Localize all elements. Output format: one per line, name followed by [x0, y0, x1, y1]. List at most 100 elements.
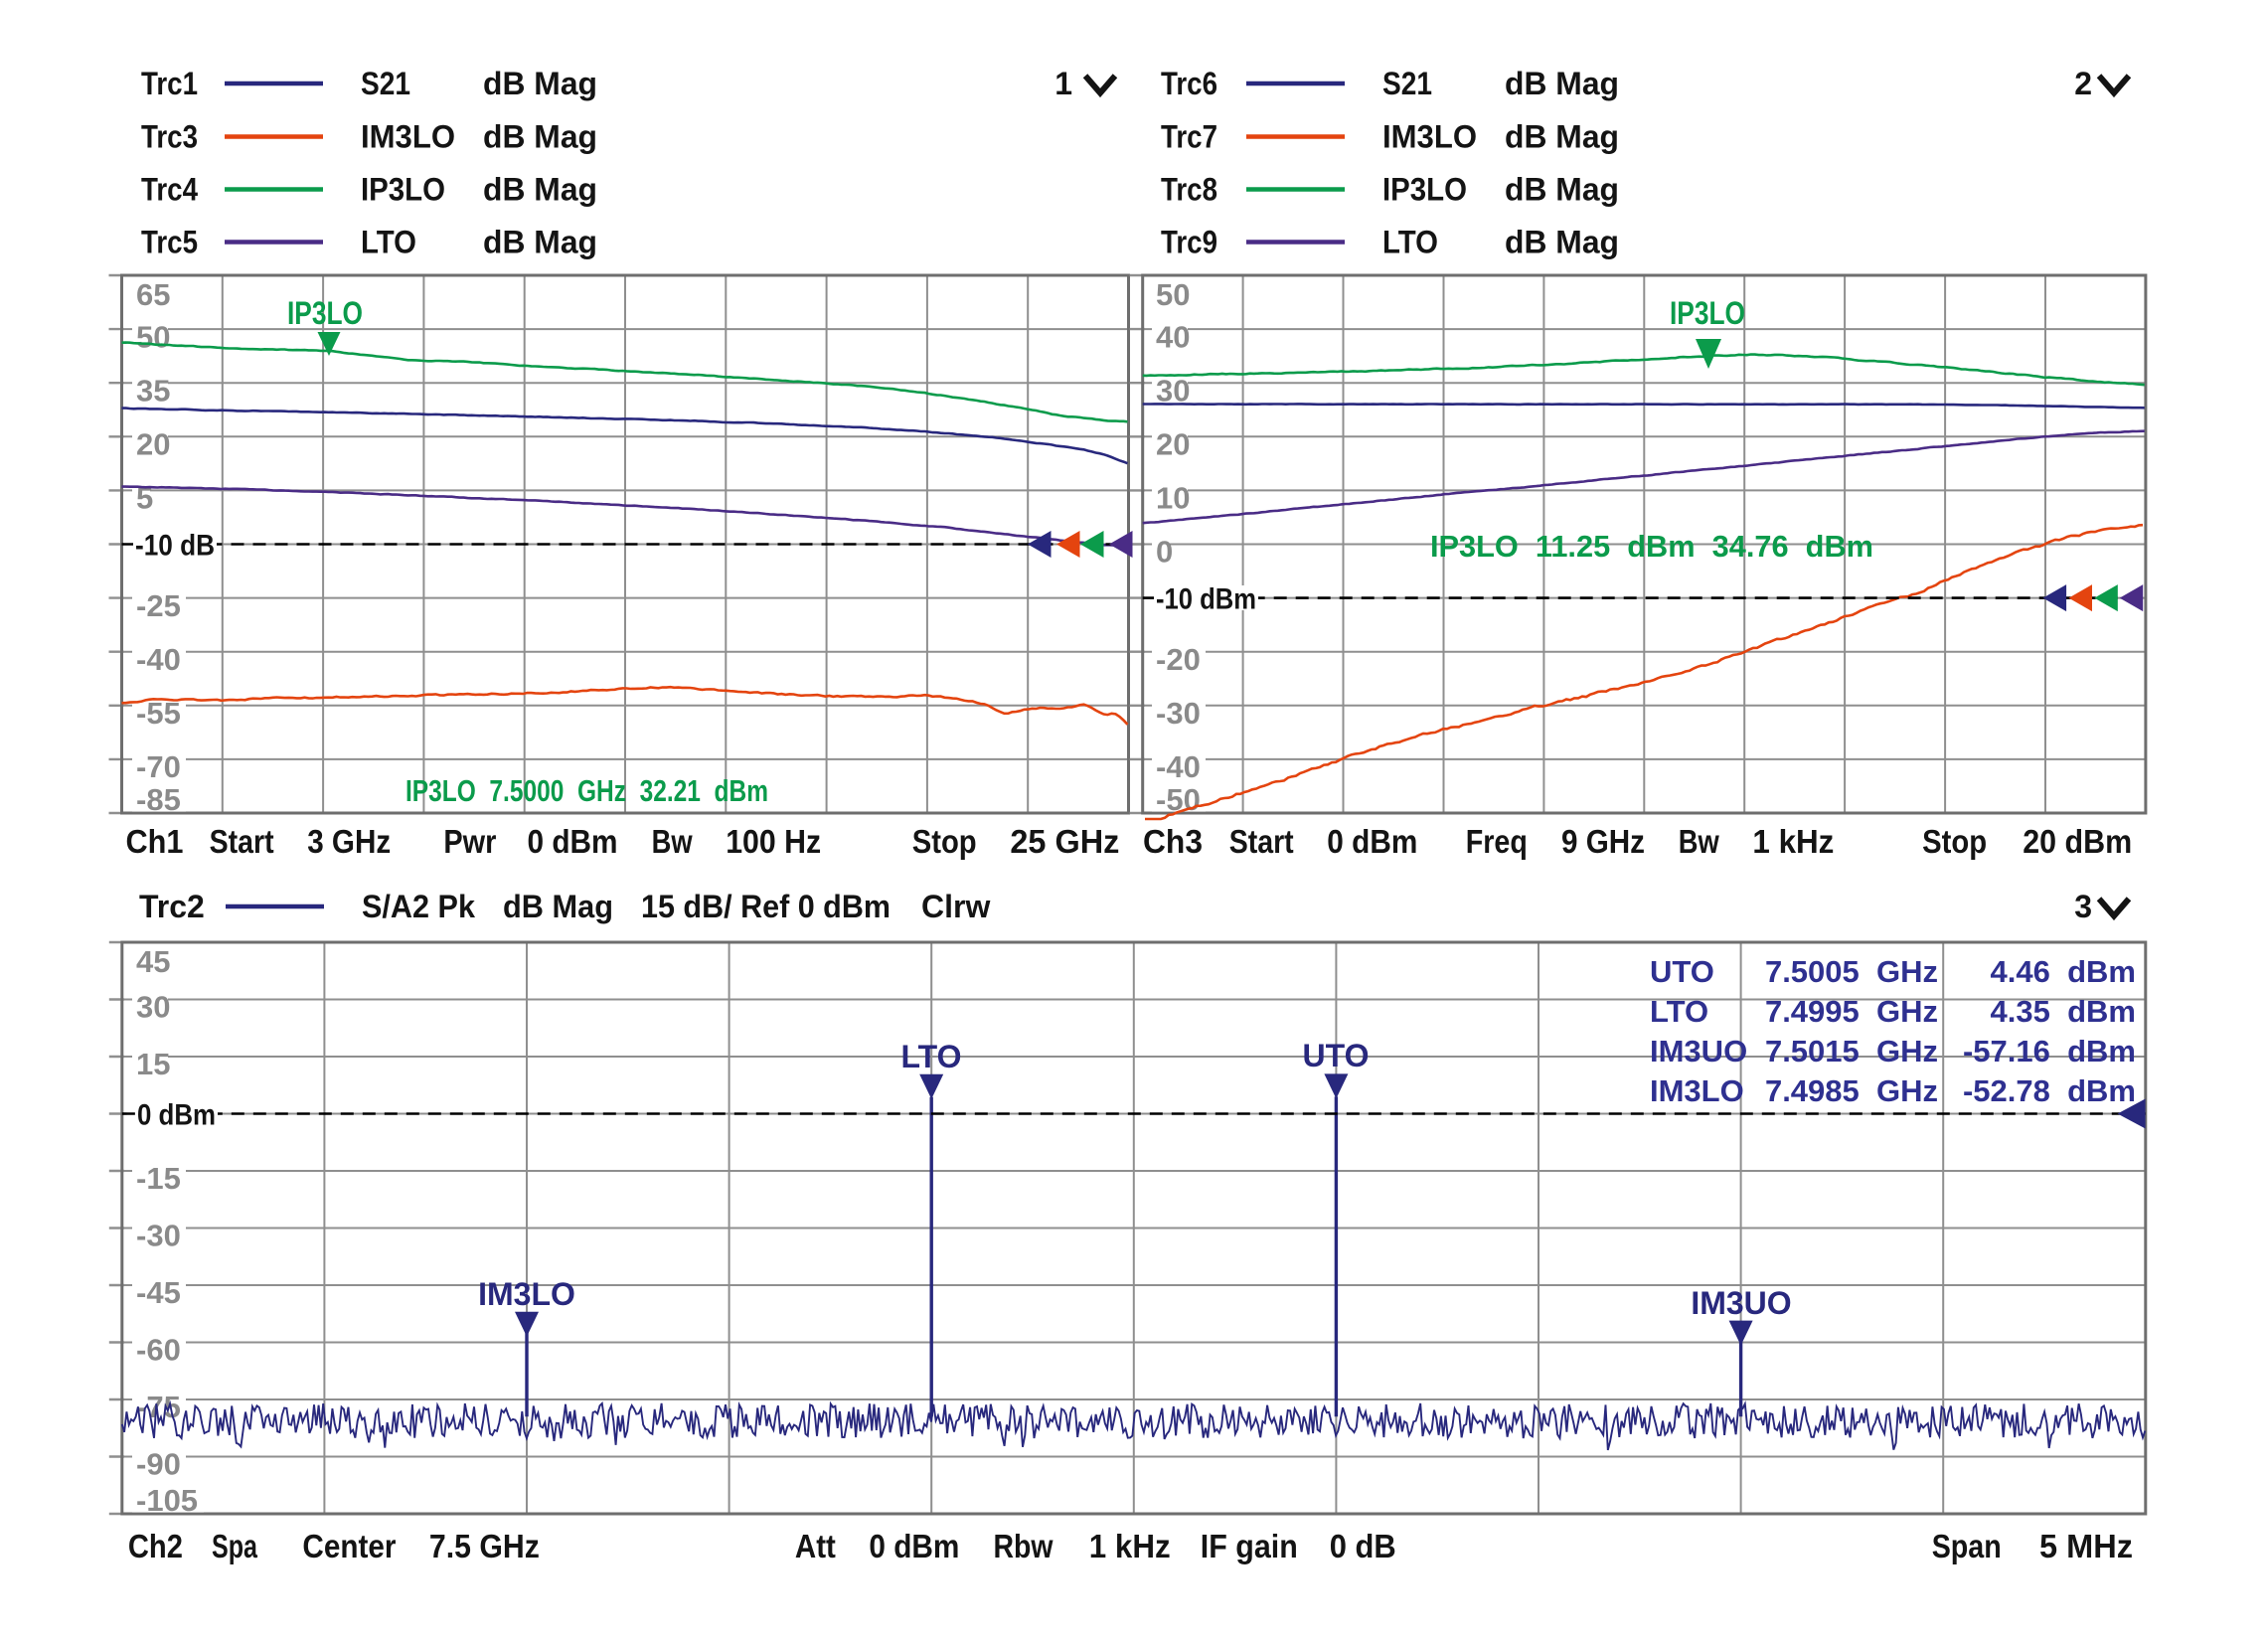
svg-text:Span: Span [1932, 1528, 2002, 1564]
svg-text:Freq: Freq [1466, 823, 1528, 860]
svg-text:dB Mag: dB Mag [483, 119, 597, 155]
svg-text:40: 40 [1156, 319, 1190, 354]
svg-text:7.5 GHz: 7.5 GHz [429, 1528, 540, 1564]
svg-text:25 GHz: 25 GHz [1010, 823, 1119, 860]
svg-text:-30: -30 [1156, 696, 1201, 731]
svg-text:IP3LO: IP3LO [1670, 295, 1745, 331]
svg-text:Att: Att [795, 1528, 836, 1564]
svg-text:dB Mag: dB Mag [1505, 66, 1619, 101]
svg-text:7.5015 GHz: 7.5015 GHz [1765, 1034, 1938, 1068]
svg-text:15: 15 [136, 1047, 170, 1081]
svg-text:-10 dB: -10 dB [135, 529, 215, 562]
svg-text:0 dBm: 0 dBm [869, 1528, 959, 1564]
svg-text:10: 10 [1156, 481, 1190, 516]
svg-text:dB Mag: dB Mag [483, 172, 597, 208]
svg-text:IM3LO: IM3LO [361, 119, 455, 155]
svg-text:65: 65 [136, 277, 170, 312]
svg-text:50: 50 [1156, 277, 1190, 312]
svg-text:Trc1: Trc1 [141, 66, 198, 101]
svg-text:-105: -105 [136, 1483, 198, 1518]
svg-text:UTO: UTO [1303, 1038, 1370, 1073]
svg-text:Spa: Spa [212, 1528, 257, 1564]
svg-text:dB Mag: dB Mag [1505, 225, 1619, 260]
svg-text:-15: -15 [136, 1161, 181, 1196]
svg-text:dB Mag: dB Mag [483, 66, 597, 101]
svg-text:5: 5 [136, 481, 153, 516]
svg-text:Center: Center [302, 1528, 396, 1564]
svg-text:LTO: LTO [900, 1039, 961, 1074]
svg-text:IF gain: IF gain [1201, 1528, 1298, 1564]
svg-text:Ch1: Ch1 [126, 823, 184, 860]
svg-text:Bw: Bw [1679, 823, 1719, 860]
svg-text:-57.16 dBm: -57.16 dBm [1963, 1034, 2136, 1068]
svg-text:7.5005 GHz: 7.5005 GHz [1765, 954, 1938, 989]
svg-text:dB Mag: dB Mag [503, 889, 613, 924]
svg-text:0 dB: 0 dB [1330, 1528, 1396, 1564]
svg-text:IM3UO: IM3UO [1691, 1285, 1791, 1321]
svg-text:Trc2: Trc2 [139, 889, 205, 924]
svg-text:3 GHz: 3 GHz [307, 823, 391, 860]
svg-text:-10 dBm: -10 dBm [1156, 582, 1256, 615]
svg-text:dB Mag: dB Mag [483, 225, 597, 260]
svg-text:UTO: UTO [1650, 954, 1714, 989]
svg-text:15 dB/ Ref 0 dBm: 15 dB/ Ref 0 dBm [641, 889, 891, 924]
svg-text:LTO: LTO [1382, 225, 1438, 260]
svg-text:Trc8: Trc8 [1161, 172, 1217, 208]
svg-text:-60: -60 [136, 1333, 181, 1368]
svg-text:1: 1 [1054, 66, 1072, 101]
svg-text:4.46 dBm: 4.46 dBm [1991, 954, 2136, 989]
svg-text:3: 3 [2074, 889, 2092, 924]
svg-text:IM3UO: IM3UO [1650, 1034, 1747, 1068]
svg-text:Trc9: Trc9 [1161, 225, 1217, 260]
svg-text:-20: -20 [1156, 642, 1201, 677]
svg-text:IP3LO: IP3LO [361, 172, 445, 208]
svg-text:IM3LO: IM3LO [478, 1276, 575, 1312]
svg-text:Trc4: Trc4 [141, 172, 198, 208]
svg-text:S21: S21 [1382, 66, 1432, 101]
svg-text:Trc5: Trc5 [141, 225, 198, 260]
svg-text:IM3LO: IM3LO [1382, 119, 1477, 155]
svg-text:7.4995 GHz: 7.4995 GHz [1765, 994, 1938, 1029]
svg-text:dB Mag: dB Mag [1505, 119, 1619, 155]
svg-text:1 kHz: 1 kHz [1089, 1528, 1171, 1564]
svg-text:-30: -30 [136, 1219, 181, 1253]
svg-text:IP3LO: IP3LO [287, 295, 363, 331]
svg-text:0 dBm: 0 dBm [1327, 823, 1417, 860]
svg-text:5 MHz: 5 MHz [2039, 1528, 2133, 1564]
svg-text:Start: Start [1229, 823, 1294, 860]
svg-text:Trc7: Trc7 [1161, 119, 1217, 155]
svg-text:Bw: Bw [652, 823, 693, 860]
svg-text:Ch3: Ch3 [1143, 823, 1203, 860]
svg-text:1 kHz: 1 kHz [1752, 823, 1834, 860]
svg-text:50: 50 [136, 319, 170, 354]
svg-text:IM3LO: IM3LO [1650, 1073, 1744, 1108]
svg-text:LTO: LTO [1650, 994, 1708, 1029]
svg-text:-25: -25 [136, 588, 181, 623]
svg-text:30: 30 [1156, 373, 1190, 408]
svg-text:4.35 dBm: 4.35 dBm [1991, 994, 2136, 1029]
svg-text:LTO: LTO [361, 225, 416, 260]
svg-text:dB Mag: dB Mag [1505, 172, 1619, 208]
svg-text:9 GHz: 9 GHz [1561, 823, 1645, 860]
svg-text:-40: -40 [136, 642, 181, 677]
svg-text:Trc6: Trc6 [1161, 66, 1217, 101]
svg-text:Pwr: Pwr [443, 823, 496, 860]
svg-text:Rbw: Rbw [994, 1528, 1053, 1564]
svg-text:IP3LO: IP3LO [1382, 172, 1467, 208]
svg-text:0: 0 [1156, 535, 1173, 570]
svg-text:S/A2 Pk: S/A2 Pk [362, 889, 475, 924]
svg-text:20: 20 [136, 427, 170, 462]
svg-text:Ch2: Ch2 [128, 1528, 183, 1564]
svg-text:Clrw: Clrw [921, 889, 990, 924]
svg-text:-70: -70 [136, 749, 181, 784]
svg-text:-45: -45 [136, 1275, 181, 1310]
svg-text:S21: S21 [361, 66, 410, 101]
svg-text:Start: Start [210, 823, 274, 860]
svg-text:Stop: Stop [912, 823, 977, 860]
svg-text:IP3LO 7.5000 GHz 32.21 dBm: IP3LO 7.5000 GHz 32.21 dBm [405, 773, 768, 808]
svg-text:0 dBm: 0 dBm [137, 1098, 216, 1131]
svg-text:30: 30 [136, 990, 170, 1025]
svg-text:IP3LO 11.25 dBm 34.76 dBm: IP3LO 11.25 dBm 34.76 dBm [1430, 529, 1873, 564]
svg-text:Trc3: Trc3 [141, 119, 198, 155]
svg-text:Stop: Stop [1922, 823, 1987, 860]
